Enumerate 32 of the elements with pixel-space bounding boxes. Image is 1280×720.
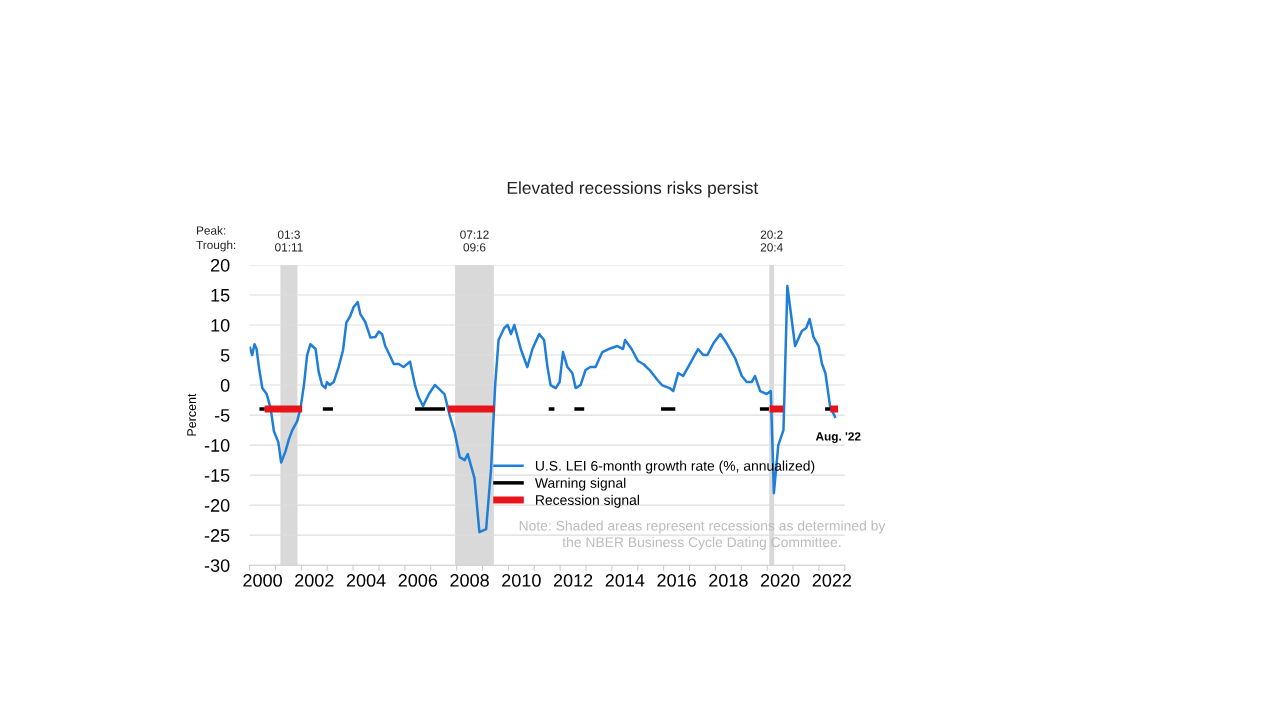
y-tick-label: -20 <box>204 499 230 512</box>
x-tick-label: 2022 <box>812 574 852 587</box>
y-axis-title: Percent <box>187 393 197 436</box>
x-tick-label: 2006 <box>398 574 438 587</box>
y-tick-label: 15 <box>211 289 230 302</box>
y-tick-label: -10 <box>204 439 230 452</box>
y-tick-label: -15 <box>204 469 230 482</box>
y-tick-label: -5 <box>214 409 230 422</box>
band-label: 07:12 09:6 <box>460 230 489 252</box>
x-tick-label: 2010 <box>502 574 541 587</box>
x-tick-label: 2004 <box>346 574 386 587</box>
legend-label: Warning signal <box>534 477 626 491</box>
y-tick-label: 5 <box>220 349 230 362</box>
x-tick-label: 2016 <box>657 574 696 587</box>
y-tick-label: -30 <box>204 559 230 572</box>
x-tick-label: 2012 <box>553 574 593 587</box>
text: Peak: Trough: <box>196 226 236 252</box>
band-label: 20:2 20:4 <box>760 230 783 252</box>
y-tick-label: 10 <box>211 318 230 332</box>
x-tick-label: 2008 <box>450 574 489 587</box>
x-tick-label: 2018 <box>709 574 748 587</box>
legend-label: Recession signal <box>536 494 639 508</box>
y-tick-label: 0 <box>220 378 230 392</box>
x-tick-label: 2000 <box>243 574 282 587</box>
chart-title: Elevated recessions risks persist <box>507 181 759 198</box>
x-tick-label: 2002 <box>295 574 334 587</box>
y-tick-label: -25 <box>204 529 230 542</box>
annotation: Aug. '22 <box>815 432 861 443</box>
band-label: 01:3 01:11 <box>275 230 303 252</box>
x-tick-label: 2014 <box>605 574 645 587</box>
y-tick-label: 20 <box>210 258 230 272</box>
x-tick-label: 2020 <box>760 574 800 587</box>
